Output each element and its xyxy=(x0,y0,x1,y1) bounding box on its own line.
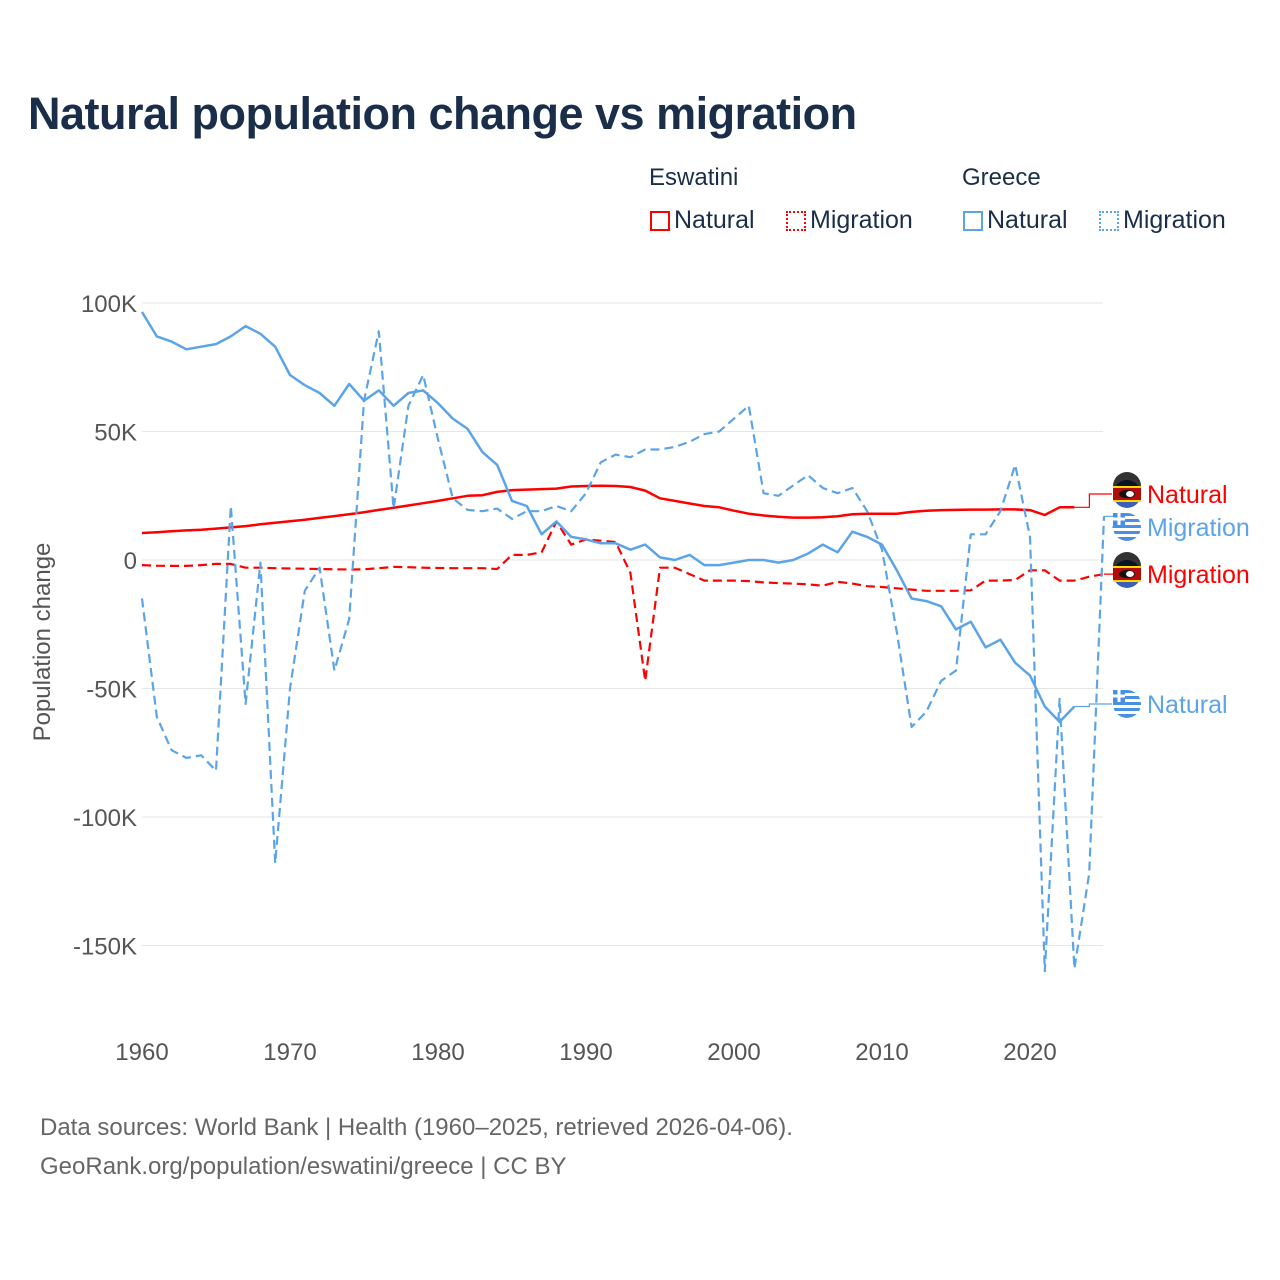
series-end-label: Natural xyxy=(1147,481,1228,509)
y-tick-label: 100K xyxy=(81,291,137,318)
legend-group-greece: Greece xyxy=(962,164,1041,191)
legend-label: Migration xyxy=(810,206,913,234)
greece-flag-icon xyxy=(1113,513,1141,541)
y-tick-label: -150K xyxy=(73,934,137,961)
legend-group-eswatini: Eswatini xyxy=(649,164,739,191)
legend-eswatini-migration[interactable]: Migration xyxy=(786,206,913,235)
legend-swatch xyxy=(650,210,670,231)
legend-eswatini-natural[interactable]: Natural xyxy=(650,206,755,235)
y-tick-label: 50K xyxy=(94,420,137,447)
x-tick-label: 1990 xyxy=(559,1039,612,1066)
legend-swatch xyxy=(786,210,806,231)
footer: Data sources: World Bank | Health (1960–… xyxy=(40,1108,793,1186)
series-line-greece-migration xyxy=(140,330,1106,973)
y-tick-label: 0 xyxy=(124,548,137,575)
x-tick-label: 2000 xyxy=(707,1039,760,1066)
legend-greece-migration[interactable]: Migration xyxy=(1099,206,1226,235)
series-line-greece-natural xyxy=(140,311,1076,724)
y-tick-label: -50K xyxy=(86,677,137,704)
legend-greece-natural[interactable]: Natural xyxy=(963,206,1068,235)
series-end-label: Natural xyxy=(1147,691,1228,719)
greece-flag-icon xyxy=(1113,690,1141,718)
x-tick-label: 1960 xyxy=(115,1039,168,1066)
eswatini-flag-icon xyxy=(1113,552,1141,588)
series-end-label: Migration xyxy=(1147,561,1250,589)
footer-sources: Data sources: World Bank | Health (1960–… xyxy=(40,1114,793,1141)
legend-label: Natural xyxy=(674,206,755,234)
series-line-eswatini-natural xyxy=(141,484,1075,535)
chart-plot: 100K 50K 0 -50K -100K -150K 1960 1970 1980 1990 2… xyxy=(29,291,1250,1066)
x-tick-label: 1980 xyxy=(411,1039,464,1066)
legend-label: Natural xyxy=(987,206,1068,234)
legend-swatch xyxy=(963,210,983,231)
eswatini-flag-icon xyxy=(1113,472,1141,508)
legend-label: Migration xyxy=(1123,206,1226,234)
chart-title: Natural population change vs migration xyxy=(28,88,857,139)
legend-swatch xyxy=(1099,210,1119,231)
label-leader xyxy=(1074,703,1112,708)
series-end-label: Migration xyxy=(1147,514,1250,542)
y-tick-label: -100K xyxy=(73,805,137,832)
series-line-eswatini-migration xyxy=(141,520,1105,682)
label-leader xyxy=(1074,493,1112,508)
x-tick-label: 1970 xyxy=(263,1039,316,1066)
footer-link[interactable]: GeoRank.org/population/eswatini/greece |… xyxy=(40,1153,567,1180)
y-axis-label: Population change xyxy=(29,543,56,742)
x-tick-label: 2010 xyxy=(855,1039,908,1066)
x-tick-label: 2020 xyxy=(1003,1039,1056,1066)
